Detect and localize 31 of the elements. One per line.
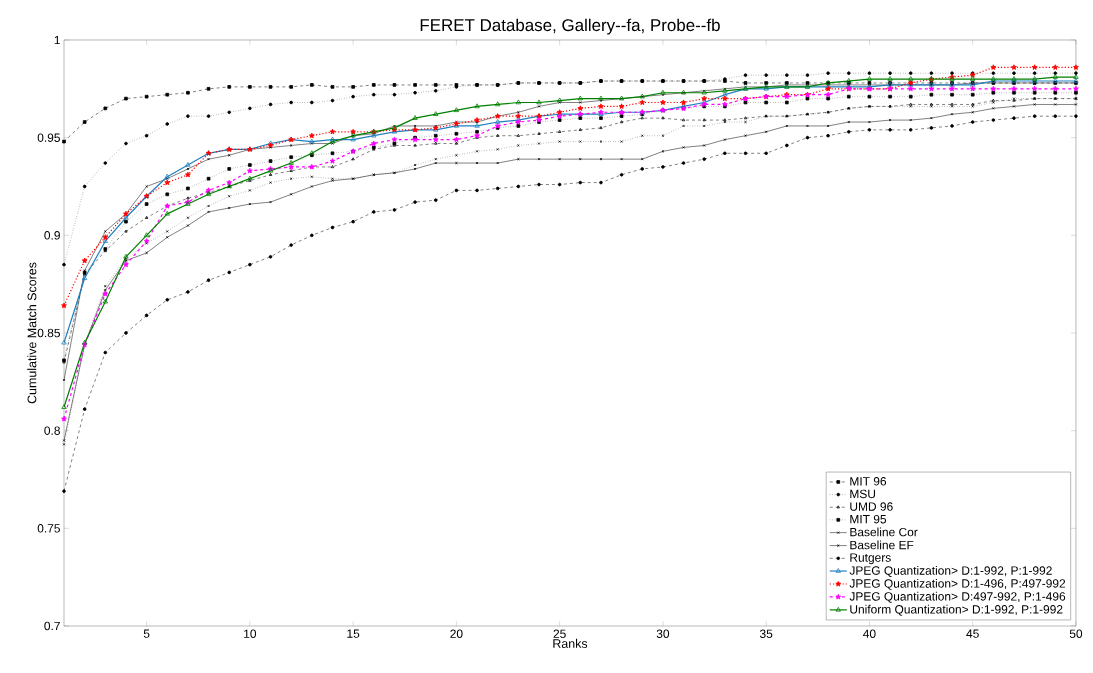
y-tick-label: 1 bbox=[54, 35, 60, 45]
y-tick-label: 0.85 bbox=[37, 328, 60, 338]
y-tick-label: 0.75 bbox=[37, 524, 60, 533]
x-axis-title: Ranks bbox=[553, 638, 588, 648]
legend-label: MIT 95 bbox=[850, 514, 887, 524]
y-tick-label: 0.7 bbox=[44, 621, 60, 631]
legend-label: MIT 96 bbox=[850, 477, 887, 486]
legend-label: Baseline EF bbox=[850, 540, 914, 550]
x-tick-label: 35 bbox=[759, 629, 773, 638]
x-tick-label: 20 bbox=[450, 629, 463, 638]
x-tick-label: 30 bbox=[656, 629, 670, 638]
chart-title: FERET Database, Gallery--fa, Probe--fb bbox=[420, 18, 720, 35]
y-tick-label: 0.8 bbox=[44, 426, 60, 435]
legend-label: JPEG Quantization> D:1-992, P:1-992 bbox=[849, 565, 1052, 577]
x-tick-label: 25 bbox=[553, 629, 566, 638]
x-tick-label: 10 bbox=[244, 629, 257, 638]
legend-label: JPEG Quantization> D:497-992, P:1-496 bbox=[849, 591, 1066, 603]
x-tick-label: 40 bbox=[863, 629, 876, 638]
x-tick-label: 15 bbox=[347, 629, 360, 638]
legend-label: Rutgers bbox=[850, 553, 891, 565]
x-tick-label: 5 bbox=[143, 629, 150, 638]
y-axis-title: Cumulative Match Scores bbox=[27, 262, 37, 404]
legend-label: MSU bbox=[850, 489, 876, 499]
y-tick-label: 0.9 bbox=[44, 231, 60, 240]
legend-label: Baseline Cor bbox=[850, 527, 918, 537]
legend-label: JPEG Quantization> D:1-496, P:497-992 bbox=[849, 578, 1066, 590]
legend-label: Uniform Quantization> D:1-992, P:1-992 bbox=[850, 604, 1063, 616]
x-tick-label: 50 bbox=[1069, 629, 1083, 638]
y-tick-label: 0.95 bbox=[37, 133, 60, 142]
x-tick-label: 45 bbox=[966, 629, 979, 638]
legend-label: UMD 96 bbox=[850, 502, 893, 511]
